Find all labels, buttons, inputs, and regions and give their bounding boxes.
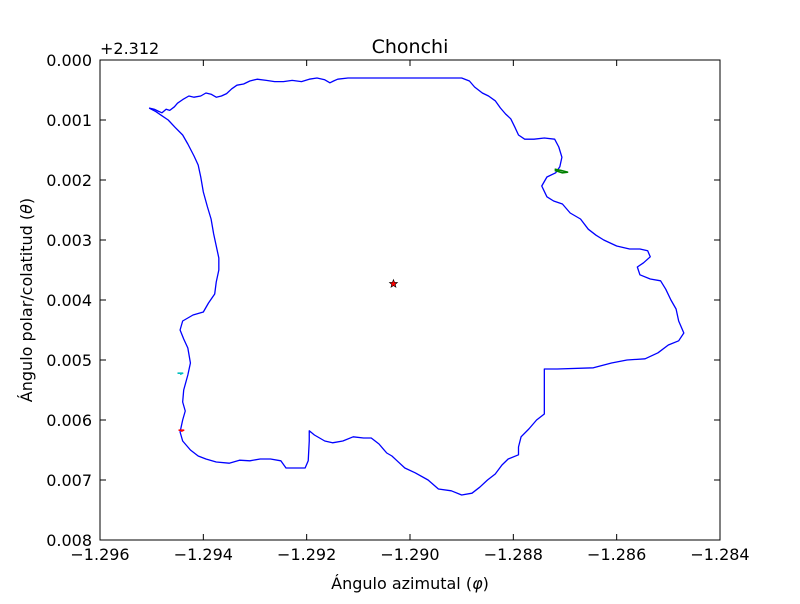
y-tick-label: 0.007: [46, 471, 92, 490]
plot-area: [148, 77, 685, 496]
x-tick-label: −1.286: [587, 545, 646, 564]
y-tick-label: 0.006: [46, 411, 92, 430]
islet-line-3: [178, 429, 185, 433]
x-tick-label: −1.294: [174, 545, 233, 564]
x-tick-label: −1.288: [484, 545, 543, 564]
plot-frame: [99, 59, 721, 541]
boundary-line: [148, 77, 685, 496]
y-axis-label: Ángulo polar/colatitud (θ): [17, 198, 36, 402]
islet-line-2: [177, 372, 184, 376]
islet-line-1: [554, 168, 569, 174]
x-tick-label: −1.290: [380, 545, 439, 564]
y-axis: 0.000 0.001 0.002 0.003 0.004 0.005 0.006 0.007…: [46, 51, 720, 550]
x-axis: −1.296 −1.294 −1.292 −1.290 −1.288 −1.286 −1.2…: [70, 60, 750, 564]
y-tick-label: 0.000: [46, 51, 92, 70]
centroid-star-marker: [388, 278, 399, 288]
y-tick-label: 0.005: [46, 351, 92, 370]
y-tick-label: 0.004: [46, 291, 92, 310]
y-tick-label: 0.008: [46, 531, 92, 550]
chart-title: Chonchi: [372, 36, 449, 58]
y-tick-label: 0.003: [46, 231, 92, 250]
y-tick-label: 0.002: [46, 171, 92, 190]
x-tick-label: −1.284: [690, 545, 749, 564]
y-tick-label: 0.001: [46, 111, 92, 130]
x-tick-label: −1.292: [277, 545, 336, 564]
x-axis-label: Ángulo azimutal (φ): [331, 574, 489, 593]
x-tick-label: −1.296: [70, 545, 129, 564]
y-offset-text: +2.312: [100, 39, 159, 58]
